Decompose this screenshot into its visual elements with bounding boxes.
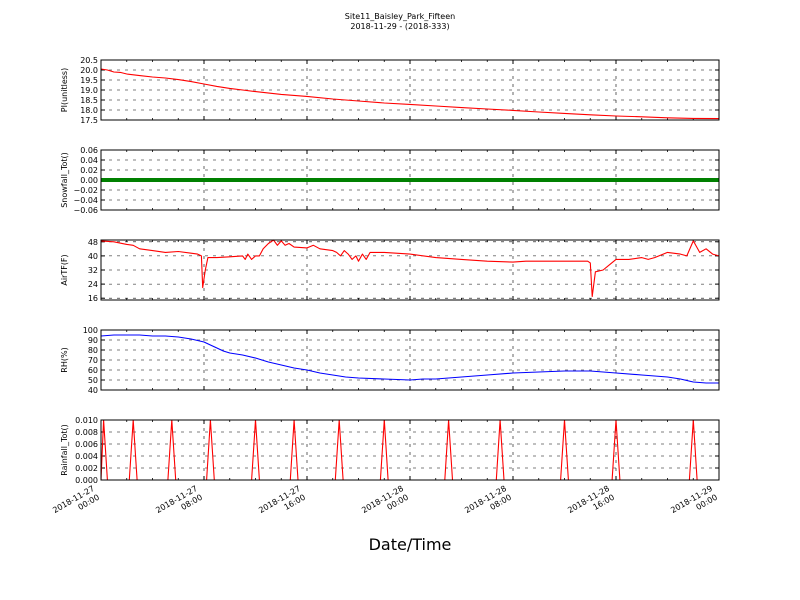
y-tick-label: 0.010 [75, 416, 98, 425]
y-axis-label: PI(unitless) [60, 68, 69, 112]
y-tick-label: 60 [88, 366, 98, 375]
panels: 17.518.018.519.019.520.020.5 PI(unitless)… [51, 56, 720, 524]
y-tick-label: 100 [83, 326, 98, 335]
y-tick-label: 19.5 [80, 76, 98, 85]
series-line [100, 68, 720, 120]
y-tick-label: 32 [88, 266, 98, 275]
y-tick-label: 0.000 [75, 476, 98, 485]
plot-frame [100, 239, 720, 301]
plot-frame [100, 419, 720, 481]
y-tick-label: 0.02 [80, 166, 98, 175]
y-tick-label: 90 [88, 336, 98, 345]
series-line [100, 334, 719, 384]
subplot-1: −0.06−0.04−0.020.000.020.040.06 Snowfall_… [60, 146, 720, 215]
y-tick-label: 0.002 [75, 464, 98, 473]
y-tick-label: −0.04 [73, 196, 98, 205]
y-tick-label: 0.004 [75, 452, 98, 461]
x-tick-label: 2018-11-2700:00 [51, 484, 101, 524]
y-tick-label: 48 [88, 238, 98, 247]
x-tick-label: 2018-11-2800:00 [360, 484, 410, 524]
y-tick-label: 80 [88, 346, 98, 355]
series-line [100, 239, 720, 298]
y-axis-label: Snowfall_Tot() [60, 152, 69, 208]
subplot-0: 17.518.018.519.019.520.020.5 PI(unitless) [60, 56, 720, 125]
y-tick-label: −0.06 [73, 206, 98, 215]
x-tick-label: 2018-11-2808:00 [463, 484, 513, 524]
y-tick-label: 50 [88, 376, 98, 385]
plot-frame [100, 59, 720, 121]
y-tick-label: 70 [88, 356, 98, 365]
x-tick-label: 2018-11-2716:00 [257, 484, 307, 524]
x-tick-label: 2018-11-2816:00 [566, 484, 616, 524]
subplot-4: 0.000 0.002 0.004 0.006 0.008 0.010 Rainfall_T… [60, 416, 720, 485]
x-axis-label: Date/Time [369, 535, 452, 554]
y-axis-label: AirTF(F) [60, 254, 69, 285]
y-tick-label: 20.5 [80, 56, 98, 65]
y-tick-label: 24 [88, 280, 98, 289]
y-tick-label: 20.0 [80, 66, 98, 75]
y-tick-label: 40 [88, 386, 98, 395]
x-tick-label: 2018-11-2900:00 [669, 484, 719, 524]
y-tick-label: 18.5 [80, 96, 98, 105]
subplot-2: 16 24 32 40 48 AirTF(F) [60, 238, 720, 303]
y-axis-label: Rainfall_Tot() [60, 424, 69, 476]
y-tick-label: −0.02 [73, 186, 98, 195]
y-tick-label: 18.0 [80, 106, 98, 115]
y-tick-label: 0.06 [80, 146, 98, 155]
y-tick-label: 0.008 [75, 428, 98, 437]
chart-title-line1: Site11_Baisley_Park_Fifteen [345, 12, 455, 21]
plot-frame [100, 329, 720, 391]
y-tick-label: 0.006 [75, 440, 98, 449]
plot-frame [100, 149, 720, 211]
chart-title-line2: 2018-11-29 - (2018-333) [350, 22, 449, 31]
y-tick-label: 17.5 [80, 116, 98, 125]
y-tick-label: 0.04 [80, 156, 98, 165]
y-tick-label: 16 [88, 294, 98, 303]
y-axis-label: RH(%) [60, 347, 69, 372]
y-tick-label: 40 [88, 252, 98, 261]
y-tick-label: 0.00 [80, 176, 98, 185]
y-tick-label: 19.0 [80, 86, 98, 95]
x-tick-label: 2018-11-2708:00 [154, 484, 204, 524]
